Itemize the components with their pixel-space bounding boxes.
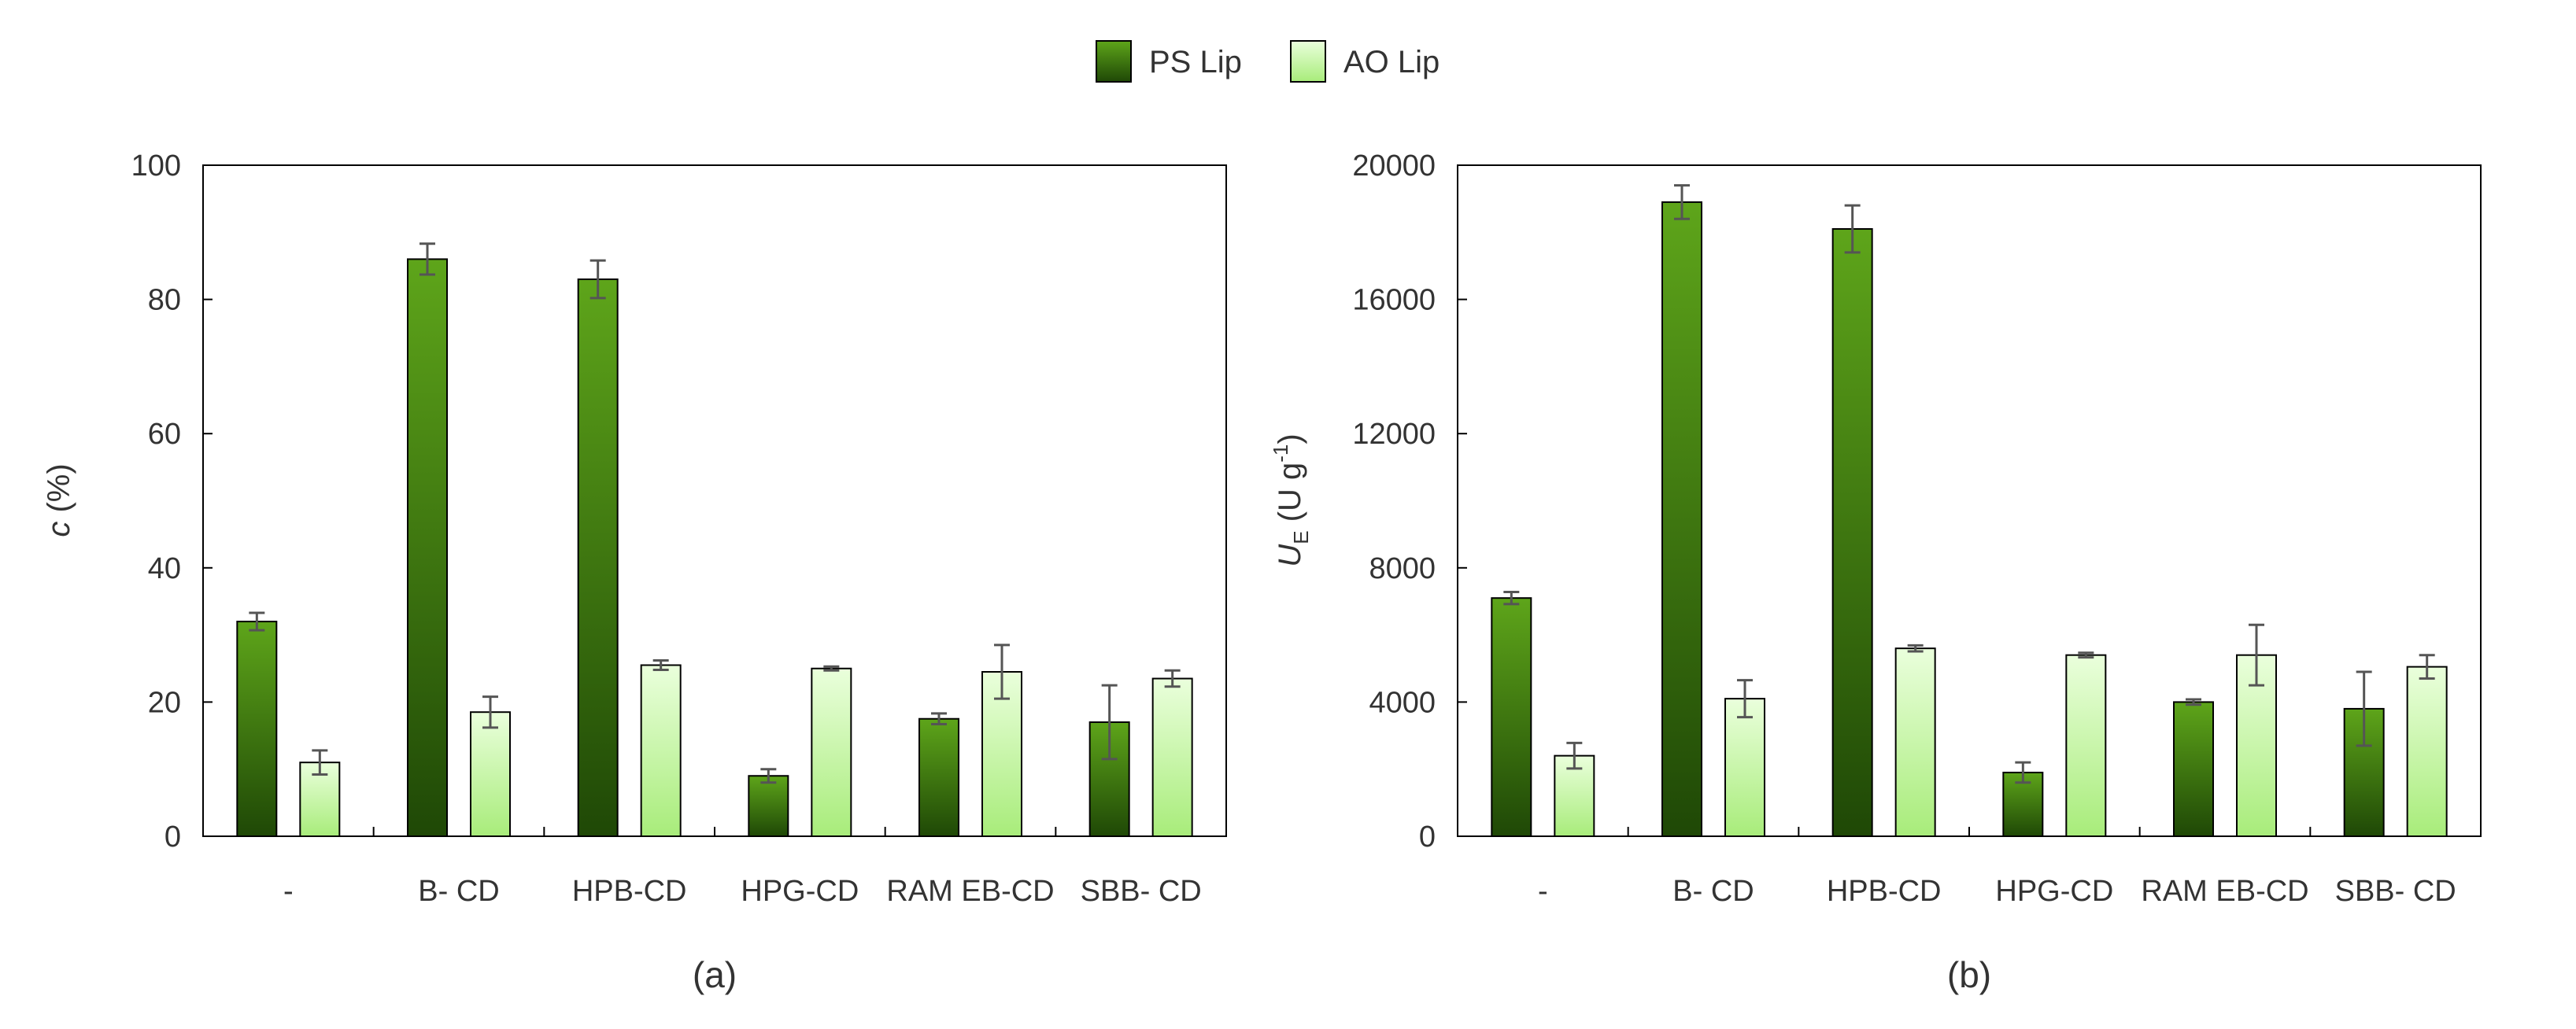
panel-label-a: (a) [693,954,737,995]
bar-ps-lip-hpg-cd-a [748,775,789,837]
legend-item-ao-lip: AO Lip [1290,40,1440,83]
y-tick-label-b: 0 [1419,821,1436,854]
y-axis-title-b: UE (U g-1) [1269,433,1313,566]
bar-ao-lip-hpg-cd-a [811,667,852,837]
x-tick-label-b-b-cd: B- CD [1672,875,1754,908]
error-bar-ps-lip-ram-eb-cd-a [931,712,947,726]
x-tick-label-b-hpg-cd: HPG-CD [1995,875,2113,908]
y-tick-label-a: 40 [148,552,181,585]
y-axis-unit-b: (U g [1273,463,1307,531]
bar-ao-lip-sbb-cd-a [1151,677,1193,837]
y-axis-subscript-b: E [1289,530,1313,544]
error-bar-ao-lip-hpb-cd-b [1907,644,1924,653]
bar-ao-lip-hpb-cd-a [640,664,682,837]
bar-ao-lip-sbb-cd-b [2406,666,2448,837]
bar-ps-lip-none-a [236,621,278,837]
error-bar-ps-lip-b-cd-a [419,242,435,276]
y-axis-title-a: c (%) [42,463,76,537]
panel-label-b: (b) [1947,954,1991,995]
bar-ao-lip-hpb-cd-b [1894,647,1936,837]
y-tick-label-b: 20000 [1352,149,1436,183]
legend-label-ao-lip: AO Lip [1343,45,1440,79]
bar-ps-lip-sbb-cd-b [2343,707,2385,837]
x-tick-label-b-none: - [1538,875,1548,908]
error-bar-ps-lip-none-b [1503,591,1520,606]
y-tick-label-a: 60 [148,418,181,451]
error-bar-ps-lip-b-cd-b [1674,184,1690,220]
x-tick-label-a-sbb-cd: SBB- CD [1081,875,1202,908]
bar-ps-lip-none-b [1491,597,1532,837]
error-bar-ps-lip-hpg-cd-b [2015,761,2031,784]
legend-label-ps-lip: PS Lip [1149,45,1242,79]
error-bar-ps-lip-none-a [249,611,265,632]
plot-frame-b [1457,164,2482,837]
bar-ps-lip-b-cd-a [407,258,448,838]
y-axis-symbol-b: U [1273,544,1307,567]
error-bar-ps-lip-sbb-cd-b [2356,670,2372,747]
error-bar-ao-lip-b-cd-b [1737,679,1753,719]
x-tick-label-b-ram-eb-cd: RAM EB-CD [2141,875,2308,908]
error-bar-ao-lip-hpg-cd-a [823,665,840,672]
legend-swatch-ps-lip [1096,40,1132,83]
error-bar-ps-lip-sbb-cd-a [1101,684,1118,761]
y-tick-label-b: 4000 [1369,686,1436,719]
y-tick-label-a: 80 [148,284,181,317]
error-bar-ps-lip-hpg-cd-a [760,768,777,784]
error-bar-ao-lip-sbb-cd-b [2419,654,2435,680]
bar-ps-lip-ram-eb-cd-b [2173,701,2214,838]
y-tick-label-b: 8000 [1369,552,1436,585]
error-bar-ao-lip-sbb-cd-a [1164,669,1181,688]
error-bar-ps-lip-hpb-cd-a [589,259,606,300]
y-tick-label-a: 100 [131,149,181,183]
y-axis-unit-a: (%) [42,463,76,521]
bar-ps-lip-ram-eb-cd-a [918,717,959,837]
x-tick-label-a-none: - [283,875,294,908]
error-bar-ao-lip-none-a [312,749,328,776]
y-tick-label-b: 16000 [1352,284,1436,317]
y-axis-unit-end-b: ) [1273,433,1307,444]
x-tick-label-a-ram-eb-cd: RAM EB-CD [886,875,1054,908]
bar-ao-lip-hpg-cd-b [2065,654,2107,837]
bar-ao-lip-b-cd-a [470,711,511,837]
chart-panel-b: UE (U g-1) (b) 0 4000 8000 12000 16000 20000 -… [1269,149,2482,995]
y-tick-label-b: 12000 [1352,418,1436,451]
bar-ao-lip-b-cd-b [1724,698,1765,838]
y-axis-symbol-a: c [42,522,76,537]
y-tick-label-a: 0 [164,821,181,854]
chart-panel-a: c (%) (a) 0 20 40 60 80 100 - B- CD HPB-CD HPG-CD… [42,149,1227,995]
legend-swatch-ao-lip [1290,40,1326,83]
x-tick-label-b-sbb-cd: SBB- CD [2335,875,2456,908]
error-bar-ao-lip-hpg-cd-b [2078,651,2094,659]
y-tick-label-a: 20 [148,686,181,719]
x-tick-label-b-hpb-cd: HPB-CD [1827,875,1942,908]
error-bar-ao-lip-ram-eb-cd-a [994,644,1010,700]
error-bar-ao-lip-ram-eb-cd-b [2249,623,2264,687]
plot-frame-a [202,164,1227,837]
bar-ps-lip-b-cd-b [1661,201,1702,838]
x-tick-label-a-b-cd: B- CD [418,875,499,908]
error-bar-ao-lip-hpb-cd-a [652,659,669,671]
legend: PS Lip AO Lip [1096,40,1440,83]
bar-ps-lip-hpg-cd-b [2002,771,2044,838]
x-tick-label-a-hpb-cd: HPB-CD [572,875,687,908]
legend-item-ps-lip: PS Lip [1096,40,1242,83]
error-bar-ao-lip-b-cd-a [482,695,498,729]
y-axis-superscript-b: -1 [1269,444,1292,463]
bar-ps-lip-hpb-cd-a [577,278,619,837]
error-bar-ps-lip-hpb-cd-b [1844,204,1861,254]
error-bar-ps-lip-ram-eb-cd-b [2186,698,2201,706]
bar-ps-lip-hpb-cd-b [1831,228,1873,838]
error-bar-ao-lip-none-b [1566,741,1583,770]
x-tick-label-a-hpg-cd: HPG-CD [741,875,859,908]
